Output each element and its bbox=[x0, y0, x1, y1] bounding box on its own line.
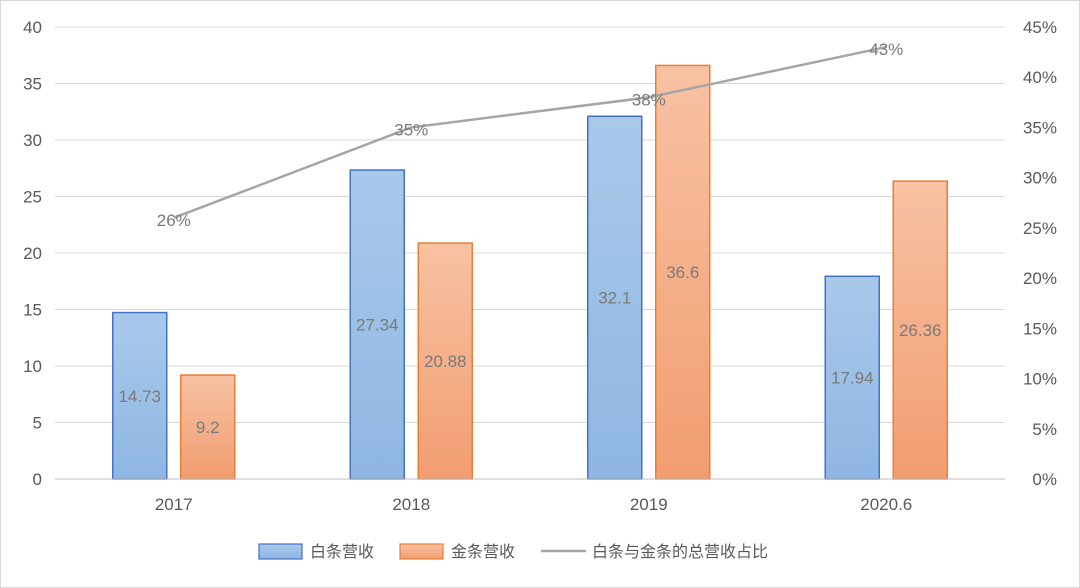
y-right-tick-label: 25% bbox=[1023, 219, 1057, 238]
bar-data-label: 32.1 bbox=[598, 289, 631, 308]
y-left-tick-label: 40 bbox=[23, 18, 42, 37]
line-data-label: 43% bbox=[869, 40, 903, 59]
y-right-tick-label: 40% bbox=[1023, 68, 1057, 87]
y-left-tick-label: 35 bbox=[23, 75, 42, 94]
bar-data-label: 9.2 bbox=[196, 418, 220, 437]
axes: 0 5 10 15 20 25 30 35 40 0% 5% 10% 15% 20% 25% 30% 35% 40… bbox=[23, 18, 1057, 514]
line-data-label: 38% bbox=[632, 90, 666, 109]
line-data-label: 35% bbox=[394, 120, 428, 139]
y-left-tick-label: 0 bbox=[33, 470, 42, 489]
bar-jin-tiao bbox=[417, 242, 473, 480]
bar-data-label: 26.36 bbox=[899, 321, 942, 340]
bar-jin-tiao bbox=[892, 180, 948, 480]
y-left-tick-label: 10 bbox=[23, 357, 42, 376]
ratio-line bbox=[173, 45, 887, 220]
legend-label-bai-tiao: 白条营收 bbox=[310, 542, 374, 561]
bar-data-label: 20.88 bbox=[424, 352, 467, 371]
y-right-tick-label: 30% bbox=[1023, 169, 1057, 188]
bar-jin-tiao bbox=[180, 374, 236, 480]
bars bbox=[112, 64, 948, 480]
bar-data-label: 36.6 bbox=[666, 263, 699, 282]
x-tick-label: 2017 bbox=[155, 495, 193, 514]
x-tick-label: 2019 bbox=[630, 495, 668, 514]
y-right-tick-label: 35% bbox=[1023, 118, 1057, 137]
line-data-label: 26% bbox=[157, 211, 191, 230]
y-left-tick-label: 25 bbox=[23, 188, 42, 207]
line-series bbox=[173, 45, 887, 220]
y-right-tick-label: 45% bbox=[1023, 18, 1057, 37]
bar-data-label: 14.73 bbox=[118, 387, 161, 406]
y-right-tick-label: 0% bbox=[1032, 470, 1057, 489]
legend-label-ratio: 白条与金条的总营收占比 bbox=[592, 542, 768, 561]
x-tick-label: 2018 bbox=[392, 495, 430, 514]
y-right-tick-label: 20% bbox=[1023, 269, 1057, 288]
bar-jin-tiao bbox=[655, 64, 711, 480]
legend-swatch-bai-tiao bbox=[258, 543, 303, 560]
y-left-tick-label: 20 bbox=[23, 244, 42, 263]
legend: 白条营收 金条营收 白条与金条的总营收占比 bbox=[258, 542, 768, 561]
x-tick-label: 2020.6 bbox=[860, 495, 912, 514]
y-right-tick-label: 15% bbox=[1023, 319, 1057, 338]
data-labels: 14.73 27.34 32.1 17.94 9.2 20.88 36.6 26.36 26% 3… bbox=[118, 40, 941, 437]
bar-data-label: 27.34 bbox=[356, 316, 399, 335]
y-right-tick-label: 10% bbox=[1023, 370, 1057, 389]
y-left-tick-label: 5 bbox=[33, 414, 42, 433]
legend-swatch-jin-tiao bbox=[399, 543, 444, 560]
y-left-tick-label: 15 bbox=[23, 301, 42, 320]
y-right-tick-label: 5% bbox=[1032, 420, 1057, 439]
y-left-tick-label: 30 bbox=[23, 131, 42, 150]
legend-label-jin-tiao: 金条营收 bbox=[451, 542, 515, 561]
bar-data-label: 17.94 bbox=[831, 369, 874, 388]
